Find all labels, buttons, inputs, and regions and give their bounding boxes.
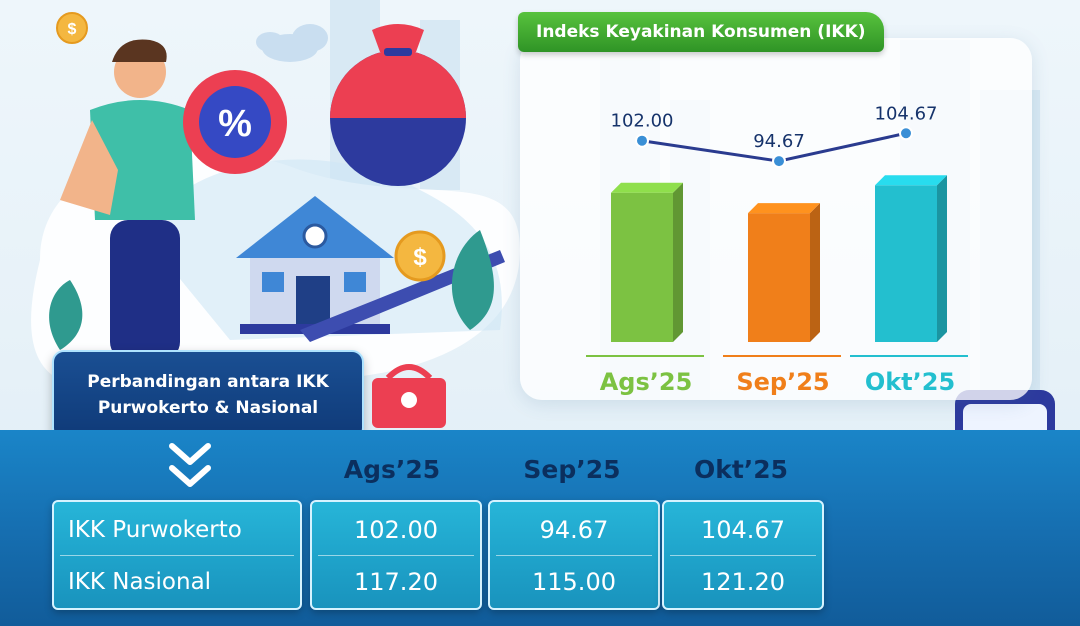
ikk-chart: Ags’25 Sep’25 Okt’25 102.00 94.67 104.67 (586, 103, 968, 396)
dollar-coin-icon: $ (56, 12, 88, 44)
svg-text:%: % (218, 103, 252, 145)
row-label-purwokerto: IKK Purwokerto (68, 517, 242, 543)
bar-1 (748, 203, 820, 342)
value-column-sep: 94.67 115.00 (488, 500, 660, 610)
trend-point-2 (899, 126, 913, 141)
value-label-2: 104.67 (875, 103, 938, 124)
chart-title: Indeks Keyakinan Konsumen (IKK) (518, 12, 884, 52)
double-chevron-down-icon (169, 443, 211, 487)
row-label-nasional: IKK Nasional (68, 569, 212, 595)
money-bag-icon (330, 24, 466, 186)
category-label-0: Ags’25 (600, 368, 693, 396)
cell-nasional-okt: 121.20 (701, 568, 785, 596)
trend-point-1 (772, 154, 786, 169)
column-header-sep: Sep’25 (523, 455, 621, 484)
comparison-label-line1: Perbandingan antara IKK (87, 372, 329, 392)
value-label-1: 94.67 (753, 131, 805, 152)
comparison-label: Perbandingan antara IKK Purwokerto & Nas… (52, 350, 364, 440)
value-label-0: 102.00 (611, 111, 674, 132)
bar-2 (875, 175, 947, 342)
cell-nasional-sep: 115.00 (532, 568, 616, 596)
percent-ball-icon: % (183, 70, 287, 174)
column-header-ags: Ags’25 (343, 455, 441, 484)
cell-purwokerto-ags: 102.00 (354, 516, 438, 544)
svg-text:$: $ (68, 21, 77, 38)
value-column-okt: 104.67 121.20 (662, 500, 824, 610)
cell-purwokerto-okt: 104.67 (701, 516, 785, 544)
person-illustration (60, 39, 195, 360)
cell-purwokerto-sep: 94.67 (539, 516, 609, 544)
category-label-1: Sep’25 (736, 368, 829, 396)
column-header-okt: Okt’25 (693, 455, 789, 484)
plant-leaf (451, 230, 494, 330)
svg-text:$: $ (413, 244, 427, 271)
coin-icon: $ (394, 230, 446, 282)
row-label-column: IKK Purwokerto IKK Nasional (52, 500, 302, 610)
trend-point-0 (635, 133, 649, 148)
handbag-icon (372, 364, 446, 428)
comparison-label-line2: Purwokerto & Nasional (97, 398, 319, 418)
bar-0 (611, 182, 683, 342)
value-column-ags: 102.00 117.20 (310, 500, 482, 610)
cell-nasional-ags: 117.20 (354, 568, 438, 596)
cloud-icon (256, 24, 328, 62)
category-label-2: Okt’25 (865, 368, 955, 396)
